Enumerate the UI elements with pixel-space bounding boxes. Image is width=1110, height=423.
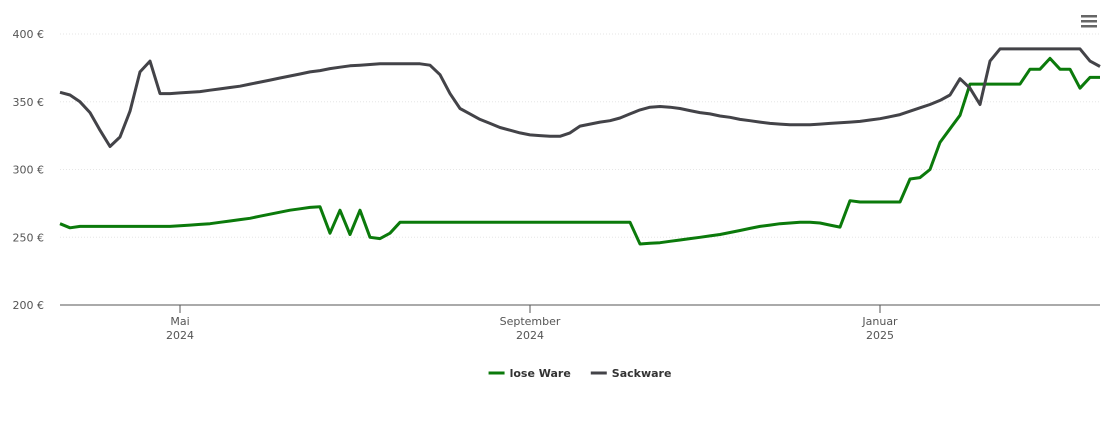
menu-button[interactable] [1078,12,1100,32]
menu-bar[interactable] [1081,25,1097,28]
legend-label: Sackware [612,367,672,380]
y-tick-label: 250 € [13,231,45,244]
x-tick-label: September 2024 [500,315,561,342]
y-tick-label: 400 € [13,28,45,41]
legend-label: lose Ware [510,367,571,380]
y-tick-label: 200 € [13,299,45,312]
legend-item[interactable]: Sackware [590,367,672,380]
legend-item[interactable]: lose Ware [488,367,571,380]
series-line [59,47,1101,148]
x-tick-label: Januar 2025 [861,315,898,342]
y-tick-label: 300 € [13,164,45,177]
menu-bar[interactable] [1081,15,1097,18]
x-tick-label: Mai 2024 [166,315,194,342]
menu-bar[interactable] [1081,20,1097,23]
y-tick-label: 350 € [13,96,45,109]
series-line [59,56,1100,246]
legend: lose Ware Sackware [488,367,672,380]
